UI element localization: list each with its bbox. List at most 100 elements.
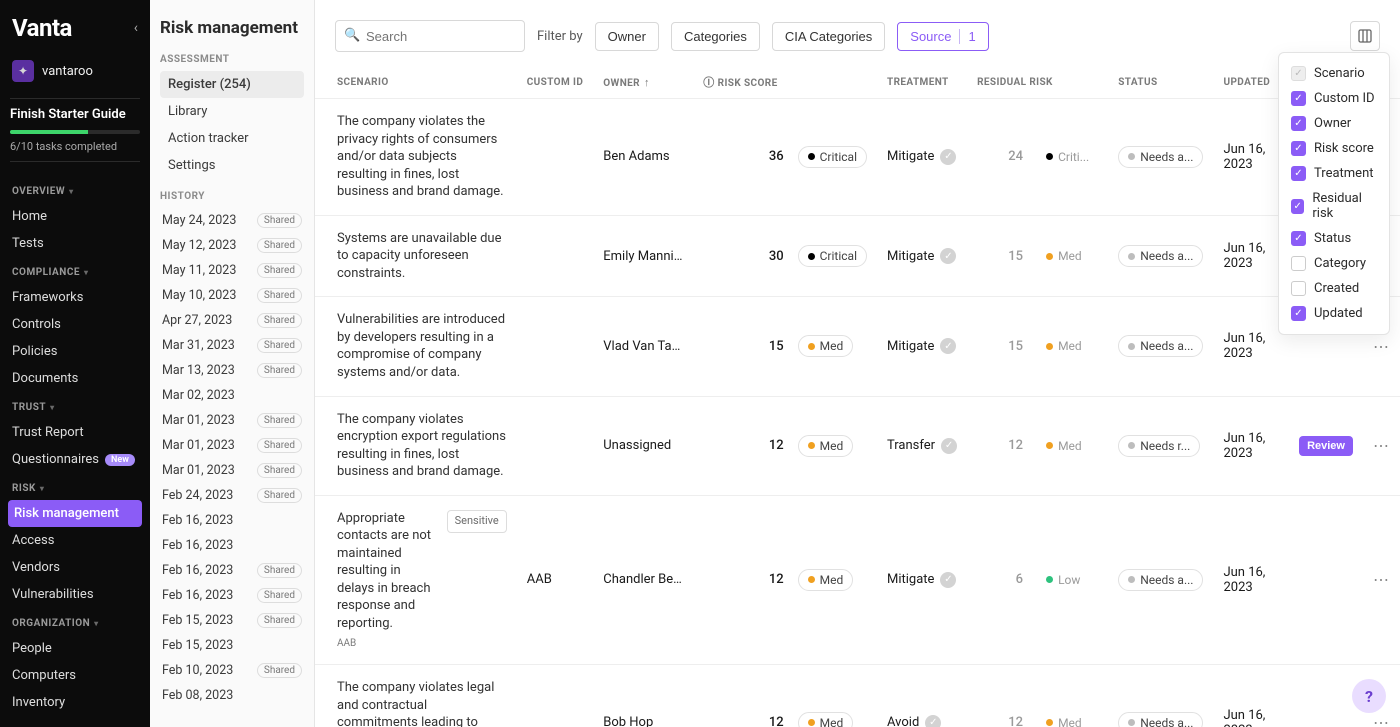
row-actions-icon[interactable]: ⋯ (1373, 337, 1390, 356)
help-fab-button[interactable]: ? (1352, 679, 1386, 713)
nav-item-vulnerabilities[interactable]: Vulnerabilities (0, 581, 150, 608)
history-item[interactable]: Feb 15, 2023Shared (160, 608, 304, 633)
nav-item-frameworks[interactable]: Frameworks (0, 284, 150, 311)
history-item[interactable]: Apr 27, 2023Shared (160, 308, 304, 333)
history-item[interactable]: May 24, 2023Shared (160, 208, 304, 233)
residual-score-value: 15 (967, 215, 1027, 297)
nav-section-risk[interactable]: RISK (0, 473, 150, 500)
nav-item-documents[interactable]: Documents (0, 365, 150, 392)
columns-icon (1358, 29, 1372, 43)
search-input[interactable] (335, 20, 525, 52)
history-item[interactable]: Feb 16, 2023Shared (160, 558, 304, 583)
history-item[interactable]: Mar 01, 2023Shared (160, 433, 304, 458)
nav-item-trust-report[interactable]: Trust Report (0, 419, 150, 446)
column-option[interactable]: Treatment (1279, 161, 1389, 186)
primary-sidebar: Vanta ‹ ✦ vantaroo Finish Starter Guide … (0, 0, 150, 727)
table-row[interactable]: Appropriate contacts are not maintained … (315, 495, 1400, 664)
org-avatar-icon: ✦ (12, 60, 34, 82)
column-option[interactable]: Updated (1279, 301, 1389, 326)
filter-cia-button[interactable]: CIA Categories (772, 22, 885, 51)
table-row[interactable]: Systems are unavailable due to capacity … (315, 215, 1400, 297)
column-option[interactable]: Created (1279, 276, 1389, 301)
owner-cell: Chandler Beer (593, 495, 693, 664)
column-option[interactable]: Category (1279, 251, 1389, 276)
row-actions-icon[interactable]: ⋯ (1373, 713, 1390, 727)
column-option[interactable]: Scenario (1279, 61, 1389, 86)
history-item[interactable]: Mar 02, 2023 (160, 383, 304, 408)
nav-section-overview[interactable]: OVERVIEW (0, 176, 150, 203)
nav-section-organization[interactable]: ORGANIZATION (0, 608, 150, 635)
status-pill: Needs a... (1118, 146, 1203, 168)
history-item[interactable]: May 10, 2023Shared (160, 283, 304, 308)
col-treatment[interactable]: TREATMENT (877, 66, 967, 99)
table-row[interactable]: Vulnerabilities are introduced by develo… (315, 297, 1400, 396)
history-item[interactable]: Mar 01, 2023Shared (160, 408, 304, 433)
filter-owner-button[interactable]: Owner (595, 22, 659, 51)
col-status[interactable]: STATUS (1108, 66, 1213, 99)
history-date: Mar 31, 2023 (162, 338, 235, 353)
table-row[interactable]: The company violates the privacy rights … (315, 99, 1400, 216)
history-date: May 10, 2023 (162, 288, 236, 303)
search-icon: 🔍 (344, 28, 360, 43)
col-scenario[interactable]: SCENARIO (315, 66, 517, 99)
nav-item-policies[interactable]: Policies (0, 338, 150, 365)
nav-item-tests[interactable]: Tests (0, 230, 150, 257)
row-actions-icon[interactable]: ⋯ (1373, 570, 1390, 589)
checkbox-icon (1291, 141, 1306, 156)
column-option[interactable]: Custom ID (1279, 86, 1389, 111)
history-item[interactable]: Mar 31, 2023Shared (160, 333, 304, 358)
history-item[interactable]: Feb 16, 2023Shared (160, 583, 304, 608)
history-item[interactable]: Feb 24, 2023Shared (160, 483, 304, 508)
history-item[interactable]: Feb 08, 2023 (160, 683, 304, 708)
nav-item-inventory[interactable]: Inventory (0, 689, 150, 716)
p2-item[interactable]: Settings (160, 152, 304, 179)
history-item[interactable]: May 11, 2023Shared (160, 258, 304, 283)
nav-item-home[interactable]: Home (0, 203, 150, 230)
history-item[interactable]: Feb 16, 2023 (160, 508, 304, 533)
sidebar-collapse-icon[interactable]: ‹ (134, 20, 138, 36)
nav-item-people[interactable]: People (0, 635, 150, 662)
history-item[interactable]: Feb 10, 2023Shared (160, 658, 304, 683)
org-name: vantaroo (42, 64, 93, 79)
columns-toggle-button[interactable] (1350, 21, 1380, 51)
history-item[interactable]: Feb 16, 2023 (160, 533, 304, 558)
filter-categories-button[interactable]: Categories (671, 22, 760, 51)
checkbox-icon (1291, 306, 1306, 321)
nav-item-computers[interactable]: Computers (0, 662, 150, 689)
col-custom-id[interactable]: CUSTOM ID (517, 66, 594, 99)
col-residual[interactable]: RESIDUAL RISK (967, 66, 1027, 99)
nav-item-questionnaires[interactable]: QuestionnairesNew (0, 446, 150, 473)
column-option[interactable]: Owner (1279, 111, 1389, 136)
p2-item[interactable]: Library (160, 98, 304, 125)
risk-score-value: 12 (693, 495, 787, 664)
checkbox-icon (1291, 256, 1306, 271)
filter-by-label: Filter by (537, 29, 583, 44)
nav-item-vendors[interactable]: Vendors (0, 554, 150, 581)
starter-guide-card[interactable]: Finish Starter Guide 6/10 tasks complete… (10, 98, 140, 162)
column-option[interactable]: Status (1279, 226, 1389, 251)
p2-item[interactable]: Action tracker (160, 125, 304, 152)
nav-item-access[interactable]: Access (0, 527, 150, 554)
treatment-check-icon: ✓ (940, 149, 956, 165)
col-owner[interactable]: OWNER↑ (593, 66, 693, 99)
scenario-cell: The company violates the privacy rights … (315, 99, 517, 216)
row-actions-icon[interactable]: ⋯ (1373, 436, 1390, 455)
shared-pill: Shared (257, 613, 302, 628)
nav-item-risk-management[interactable]: Risk management (8, 500, 142, 527)
nav-item-controls[interactable]: Controls (0, 311, 150, 338)
history-item[interactable]: May 12, 2023Shared (160, 233, 304, 258)
table-row[interactable]: The company violates legal and contractu… (315, 665, 1400, 727)
review-button[interactable]: Review (1299, 436, 1353, 456)
nav-section-trust[interactable]: TRUST (0, 392, 150, 419)
col-risk-score[interactable]: ⓘRISK SCORE (693, 66, 787, 99)
filter-source-button[interactable]: Source 1 (897, 22, 988, 51)
history-item[interactable]: Mar 13, 2023Shared (160, 358, 304, 383)
column-option[interactable]: Risk score (1279, 136, 1389, 161)
column-option[interactable]: Residual risk (1279, 186, 1389, 226)
p2-item[interactable]: Register (254) (160, 71, 304, 98)
org-switcher[interactable]: ✦ vantaroo (0, 52, 150, 98)
table-row[interactable]: The company violates encryption export r… (315, 396, 1400, 495)
history-item[interactable]: Feb 15, 2023 (160, 633, 304, 658)
history-item[interactable]: Mar 01, 2023Shared (160, 458, 304, 483)
nav-section-compliance[interactable]: COMPLIANCE (0, 257, 150, 284)
